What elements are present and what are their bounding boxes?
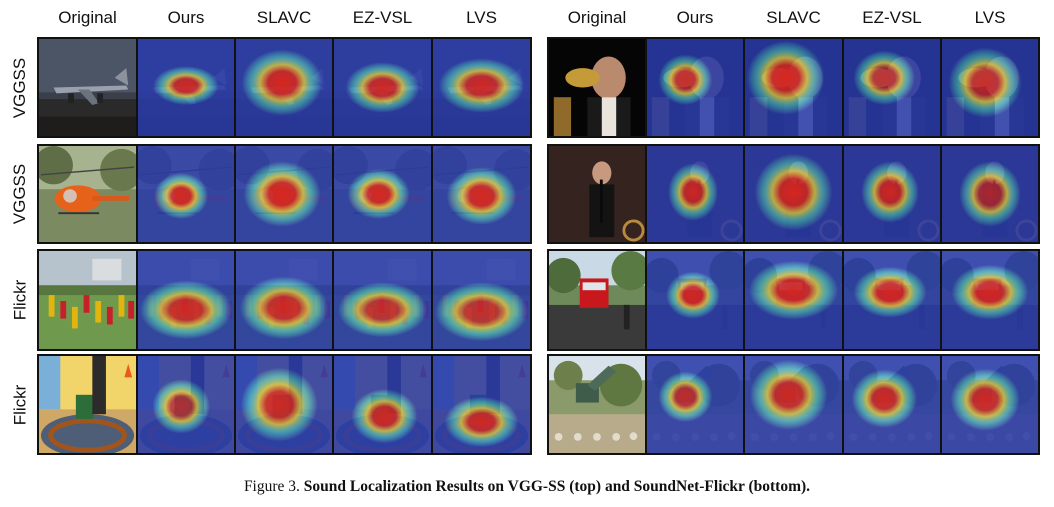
column-header-right-ez-vsl: EZ-VSL	[862, 8, 922, 27]
column-header-right-ours: Ours	[676, 8, 714, 27]
heatmap-slavc-excavator	[745, 356, 842, 453]
result-row-right-clarinet-player	[547, 144, 1040, 244]
row-label-2: VGGSS	[3, 144, 37, 244]
heatmap-lvs-child-train	[433, 356, 530, 453]
original-image-football-players	[39, 251, 136, 349]
heatmap-slavc-child-train	[236, 356, 332, 453]
result-row-left-football-players	[37, 249, 532, 351]
original-image-airplane	[39, 39, 136, 136]
heatmap-lvs-trumpet-player	[942, 39, 1038, 136]
column-header-right-original: Original	[567, 8, 627, 27]
column-header-right-lvs: LVS	[974, 8, 1006, 27]
heatmap-slavc-fire-truck	[745, 251, 842, 349]
result-row-right-excavator	[547, 354, 1040, 455]
heatmap-ours-excavator	[647, 356, 743, 453]
column-header-left-ez-vsl: EZ-VSL	[352, 8, 413, 27]
heatmap-ours-trumpet-player	[647, 39, 743, 136]
result-row-right-trumpet-player	[547, 37, 1040, 138]
row-label-text: VGGSS	[10, 57, 29, 118]
caption-text: Sound Localization Results on VGG-SS (to…	[303, 478, 811, 495]
result-row-left-helicopter	[37, 144, 532, 244]
heatmap-lvs-excavator	[942, 356, 1038, 453]
original-image-trumpet-player	[549, 39, 645, 136]
heatmap-slavc-football-players	[236, 251, 332, 349]
heatmap-ours-child-train	[138, 356, 234, 453]
heatmap-ez-vsl-excavator	[844, 356, 940, 453]
row-label-1: VGGSS	[3, 37, 37, 138]
original-image-clarinet-player	[549, 146, 645, 242]
heatmap-slavc-clarinet-player	[745, 146, 842, 242]
heatmap-lvs-fire-truck	[942, 251, 1038, 349]
heatmap-ours-helicopter	[138, 146, 234, 242]
heatmap-lvs-football-players	[433, 251, 530, 349]
result-row-left-child-train	[37, 354, 532, 455]
row-label-4: Flickr	[3, 354, 37, 455]
heatmap-ours-airplane	[138, 39, 234, 136]
column-header-left-original: Original	[58, 8, 117, 27]
heatmap-slavc-airplane	[236, 39, 332, 136]
row-label-text: VGGSS	[10, 163, 29, 225]
original-image-child-train	[39, 356, 136, 453]
row-label-text: Flickr	[10, 384, 30, 425]
heatmap-ez-vsl-child-train	[334, 356, 431, 453]
column-header-left-ours: Ours	[167, 8, 205, 27]
original-image-excavator	[549, 356, 645, 453]
heatmap-ez-vsl-helicopter	[334, 146, 431, 242]
heatmap-slavc-trumpet-player	[745, 39, 842, 136]
original-image-helicopter	[39, 146, 136, 242]
row-label-3: Flickr	[3, 249, 37, 351]
figure-caption: Figure 3. Sound Localization Results on …	[0, 478, 1054, 496]
heatmap-lvs-airplane	[433, 39, 530, 136]
heatmap-lvs-clarinet-player	[942, 146, 1038, 242]
heatmap-ez-vsl-airplane	[334, 39, 431, 136]
caption-prefix: Figure 3.	[243, 478, 300, 495]
result-row-left-airplane	[37, 37, 532, 138]
heatmap-ez-vsl-fire-truck	[844, 251, 940, 349]
column-header-left-lvs: LVS	[466, 8, 497, 27]
heatmap-ours-fire-truck	[647, 251, 743, 349]
result-row-right-fire-truck	[547, 249, 1040, 351]
heatmap-lvs-helicopter	[433, 146, 530, 242]
heatmap-ours-clarinet-player	[647, 146, 743, 242]
column-header-right-slavc: SLAVC	[766, 8, 821, 27]
heatmap-ours-football-players	[138, 251, 234, 349]
original-image-fire-truck	[549, 251, 645, 349]
heatmap-ez-vsl-trumpet-player	[844, 39, 940, 136]
row-label-text: Flickr	[10, 279, 30, 321]
heatmap-slavc-helicopter	[236, 146, 332, 242]
column-header-left-slavc: SLAVC	[256, 8, 312, 27]
heatmap-ez-vsl-clarinet-player	[844, 146, 940, 242]
heatmap-ez-vsl-football-players	[334, 251, 431, 349]
